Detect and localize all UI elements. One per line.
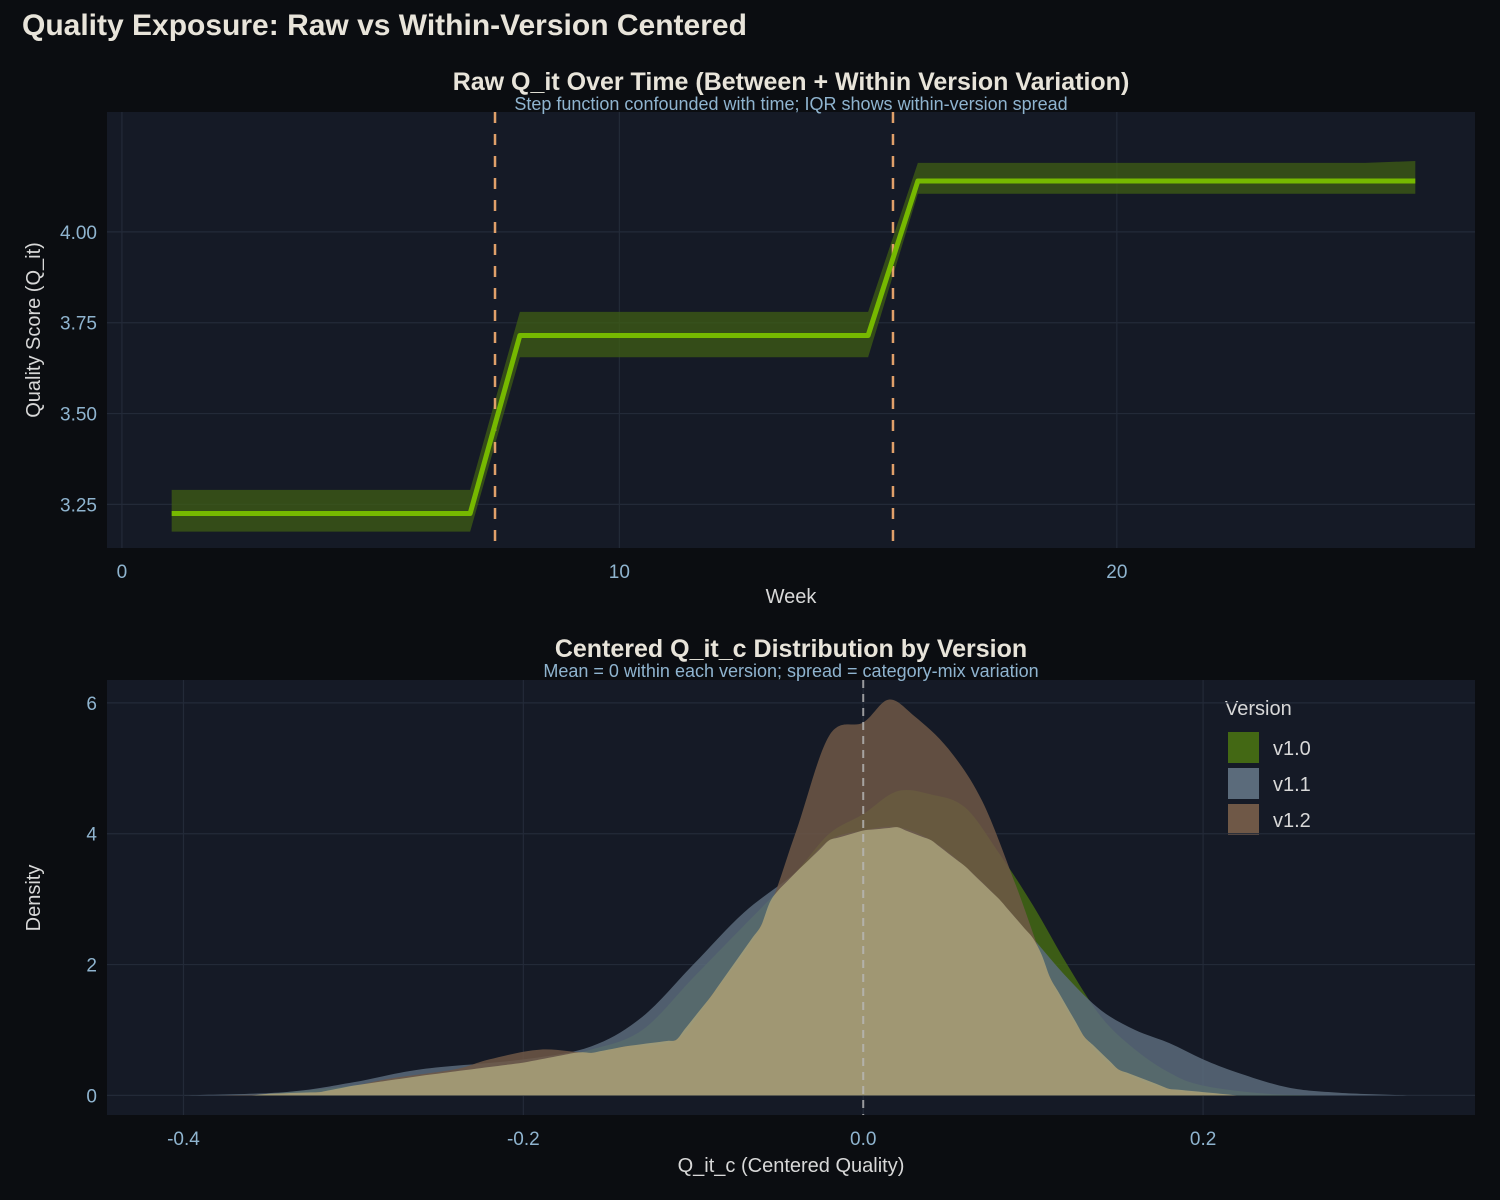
x-tick-label: 20 bbox=[1106, 562, 1127, 583]
chart-subtitle: Step function confounded with time; IQR … bbox=[514, 94, 1067, 114]
x-tick-label: 10 bbox=[609, 562, 630, 583]
y-tick-label: 3.75 bbox=[60, 314, 97, 335]
y-tick-label: 2 bbox=[86, 956, 97, 977]
y-tick-label: 0 bbox=[86, 1086, 97, 1107]
raw-quality-chart: Raw Q_it Over Time (Between + Within Ver… bbox=[23, 68, 1475, 608]
y-tick-label: 3.50 bbox=[60, 405, 97, 426]
x-tick-label: 0.0 bbox=[850, 1129, 876, 1150]
x-tick-label: -0.2 bbox=[507, 1129, 540, 1150]
y-tick-label: 6 bbox=[86, 694, 97, 715]
y-tick-label: 4 bbox=[86, 825, 97, 846]
x-tick-label: 0 bbox=[117, 562, 128, 583]
y-tick-label: 3.25 bbox=[60, 495, 97, 516]
y-axis-label: Quality Score (Q_it) bbox=[23, 242, 45, 418]
legend-swatch-v1-1 bbox=[1228, 768, 1259, 799]
median-line bbox=[171, 178, 1416, 516]
x-axis-label: Q_it_c (Centered Quality) bbox=[678, 1155, 905, 1177]
density-overlap bbox=[217, 827, 1365, 1096]
x-tick-label: 0.2 bbox=[1190, 1129, 1216, 1150]
iqr-band bbox=[171, 161, 1416, 532]
chart-title: Raw Q_it Over Time (Between + Within Ver… bbox=[453, 68, 1130, 96]
chart-subtitle: Mean = 0 within each version; spread = c… bbox=[543, 661, 1038, 681]
y-axis-label: Density bbox=[23, 865, 45, 932]
centered-density-chart: Centered Q_it_c Distribution by Version … bbox=[23, 635, 1475, 1177]
x-axis-label: Week bbox=[766, 586, 818, 608]
y-tick-label: 4.00 bbox=[60, 223, 97, 244]
legend-label: v1.2 bbox=[1273, 810, 1311, 832]
legend-label: v1.1 bbox=[1273, 774, 1311, 796]
legend-title: Version bbox=[1225, 698, 1292, 720]
figure-title: Quality Exposure: Raw vs Within-Version … bbox=[22, 9, 747, 42]
legend-swatch-v1-0 bbox=[1228, 732, 1259, 763]
legend-label: v1.0 bbox=[1273, 738, 1311, 760]
legend-swatch-v1-2 bbox=[1228, 804, 1259, 835]
x-tick-label: -0.4 bbox=[167, 1129, 200, 1150]
legend: Version v1.0 v1.1 v1.2 bbox=[1225, 698, 1311, 835]
chart-title: Centered Q_it_c Distribution by Version bbox=[555, 635, 1027, 663]
